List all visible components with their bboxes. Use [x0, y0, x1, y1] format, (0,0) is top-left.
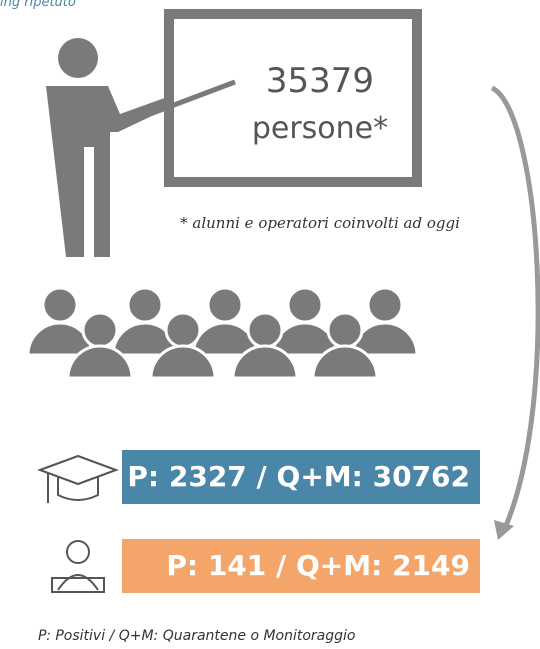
student-icon — [52, 541, 104, 592]
audience-icon — [28, 288, 417, 378]
header-text: ing ripetuto — [0, 0, 76, 10]
arrow-head — [494, 520, 514, 540]
board-unit: persone* — [252, 111, 388, 146]
board-number: 35379 — [266, 61, 374, 101]
legend: P: Positivi / Q+M: Quarantene o Monitora… — [38, 628, 355, 644]
bar-text: P: 2327 / Q+M: 30762 — [127, 460, 470, 493]
bar-text: P: 141 / Q+M: 2149 — [166, 549, 470, 582]
graduation-icon — [40, 456, 116, 503]
note: * alunni e operatori coinvolti ad oggi — [180, 214, 460, 232]
curved-arrow — [492, 88, 538, 528]
infographic: ing ripetuto 35379 persone* * alunni e o… — [0, 0, 540, 649]
